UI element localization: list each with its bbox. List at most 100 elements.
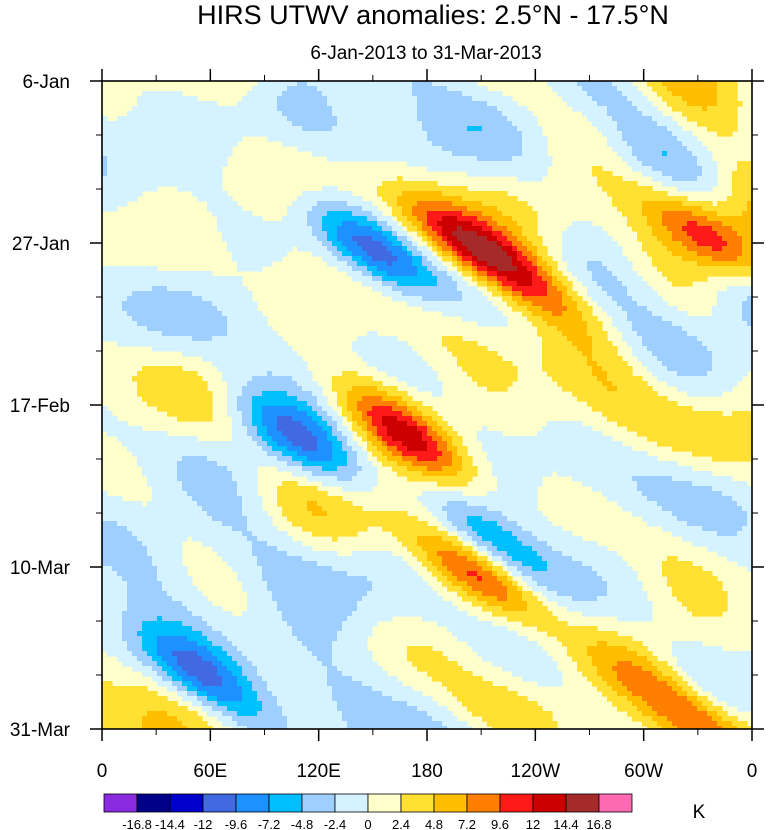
- heatmap-cell: [642, 161, 698, 167]
- heatmap-cell: [437, 551, 458, 557]
- heatmap-cell: [477, 576, 483, 582]
- heatmap-cell: [522, 621, 568, 627]
- heatmap-cell: [242, 506, 263, 512]
- heatmap-cell: [142, 661, 158, 667]
- heatmap-cell: [257, 556, 303, 562]
- heatmap-cell: [297, 636, 338, 642]
- heatmap-cell: [367, 261, 388, 267]
- heatmap-cell: [477, 541, 493, 547]
- heatmap-cell: [227, 321, 268, 327]
- heatmap-cell: [287, 726, 348, 729]
- heatmap-cell: [257, 561, 318, 567]
- heatmap-cell: [377, 446, 388, 452]
- heatmap-cell: [402, 211, 413, 217]
- heatmap-cell: [662, 526, 703, 532]
- heatmap-cell: [227, 241, 323, 247]
- heatmap-cell: [252, 406, 263, 412]
- heatmap-cell: [422, 121, 513, 127]
- heatmap-cell: [592, 366, 603, 372]
- heatmap-cell: [102, 686, 148, 692]
- heatmap-cell: [707, 546, 752, 552]
- heatmap-cell: [352, 236, 373, 242]
- heatmap-cell: [417, 666, 463, 672]
- heatmap-cell: [672, 91, 718, 97]
- heatmap-cell: [132, 531, 243, 537]
- heatmap-cell: [232, 436, 253, 442]
- heatmap-cell: [287, 436, 318, 442]
- heatmap-cell: [737, 726, 752, 729]
- heatmap-cell: [327, 511, 408, 517]
- colorbar-label: -16.8: [122, 817, 152, 830]
- heatmap-cell: [672, 476, 733, 482]
- heatmap-cell: [472, 646, 543, 652]
- heatmap-cell: [277, 466, 303, 472]
- heatmap-cell: [577, 276, 593, 282]
- heatmap-cell: [317, 236, 328, 242]
- heatmap-cell: [477, 571, 493, 577]
- heatmap-cell: [262, 436, 273, 442]
- heatmap-cell: [587, 651, 638, 657]
- heatmap-cell: [477, 531, 513, 537]
- heatmap-cell: [602, 286, 628, 292]
- heatmap-cell: [687, 331, 752, 337]
- heatmap-cell: [507, 116, 538, 122]
- heatmap-cell: [487, 561, 493, 567]
- heatmap-cell: [327, 671, 343, 677]
- heatmap-cell: [537, 431, 603, 437]
- heatmap-cell: [457, 236, 488, 242]
- heatmap-cell: [257, 426, 268, 432]
- heatmap-cell: [102, 206, 118, 212]
- heatmap-cell: [707, 106, 738, 112]
- heatmap-cell: [407, 651, 443, 657]
- heatmap-cell: [552, 271, 563, 277]
- heatmap-cell: [462, 296, 488, 302]
- heatmap-cell: [397, 196, 463, 202]
- heatmap-cell: [192, 496, 243, 502]
- heatmap-cell: [507, 586, 518, 592]
- heatmap-cell: [697, 681, 752, 687]
- colorbar-swatch: [565, 793, 600, 813]
- heatmap-cell: [717, 91, 738, 97]
- heatmap-cell: [462, 211, 483, 217]
- heatmap-cell: [272, 591, 368, 597]
- heatmap-cell: [127, 606, 188, 612]
- heatmap-cell: [662, 316, 743, 322]
- heatmap-cell: [342, 626, 373, 632]
- heatmap-cell: [562, 641, 598, 647]
- heatmap-cell: [492, 466, 693, 472]
- heatmap-cell: [347, 571, 418, 577]
- heatmap-cell: [632, 151, 663, 157]
- heatmap-cell: [337, 421, 343, 427]
- heatmap-cell: [102, 506, 203, 512]
- heatmap-cell: [547, 286, 558, 292]
- heatmap-cell: [232, 566, 263, 572]
- heatmap-cell: [142, 466, 178, 472]
- heatmap-cell: [282, 481, 298, 487]
- heatmap-cell: [197, 676, 223, 682]
- heatmap-cell: [457, 576, 478, 582]
- heatmap-cell: [617, 276, 643, 282]
- heatmap-cell: [467, 246, 503, 252]
- heatmap-cell: [742, 241, 752, 247]
- heatmap-cell: [277, 606, 358, 612]
- heatmap-cell: [367, 421, 373, 427]
- heatmap-cell: [537, 251, 548, 257]
- heatmap-cell: [492, 231, 503, 237]
- heatmap-cell: [517, 256, 528, 262]
- heatmap-cell: [662, 561, 693, 567]
- heatmap-cell: [612, 296, 633, 302]
- heatmap-cell: [282, 91, 323, 97]
- heatmap-cell: [732, 181, 752, 187]
- heatmap-cell: [192, 191, 228, 197]
- heatmap-cell: [327, 246, 338, 252]
- heatmap-cell: [417, 386, 443, 392]
- heatmap-cell: [352, 611, 468, 617]
- heatmap-cell: [102, 561, 153, 567]
- heatmap-cell: [227, 396, 238, 402]
- heatmap-cell: [422, 256, 428, 262]
- heatmap-cell: [287, 391, 313, 397]
- heatmap-cell: [342, 441, 348, 447]
- heatmap-cell: [487, 271, 498, 277]
- heatmap-cell: [622, 156, 638, 162]
- heatmap-cell: [287, 461, 303, 467]
